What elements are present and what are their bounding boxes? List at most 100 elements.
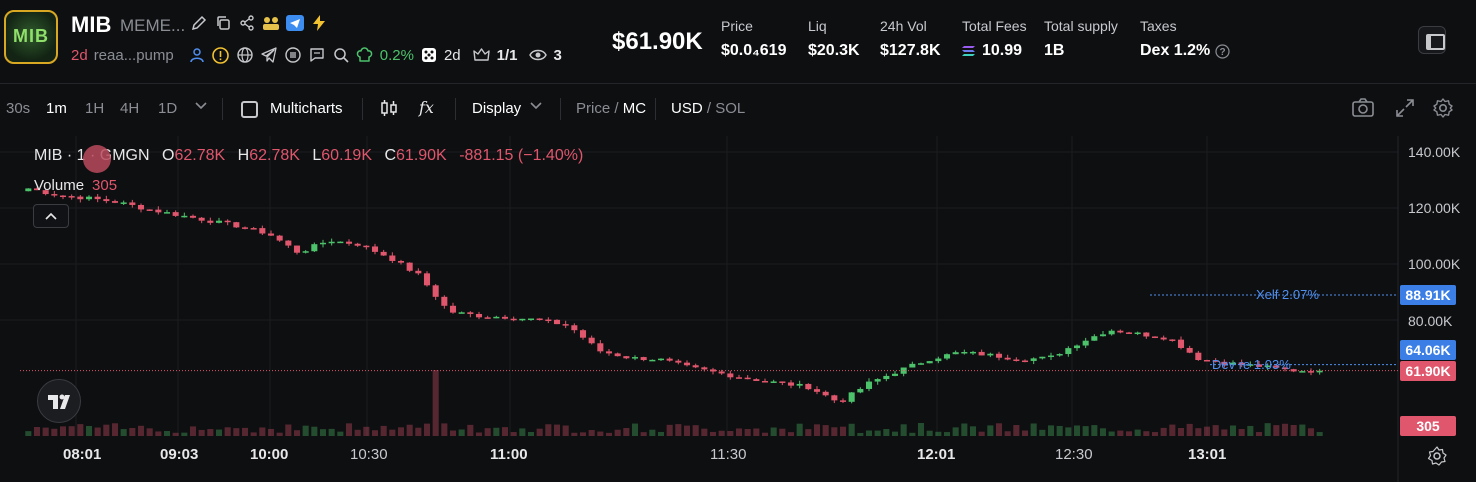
candle-body <box>380 251 387 256</box>
volume-label: Volume <box>34 177 85 194</box>
volume-bar <box>311 426 318 436</box>
toolbar-divider <box>655 98 656 120</box>
volume-bar <box>77 424 84 436</box>
candle-body <box>935 358 942 362</box>
candle-body <box>259 228 266 234</box>
help-icon[interactable]: ? <box>1215 43 1230 59</box>
candle-body <box>172 212 179 216</box>
volume-bar <box>172 432 179 436</box>
volume-bar <box>415 427 422 436</box>
camera-icon[interactable] <box>1351 97 1375 123</box>
multicharts-checkbox[interactable] <box>241 101 258 118</box>
volume-bar <box>744 429 751 436</box>
copy-icon[interactable] <box>214 14 232 32</box>
candle-body <box>1125 332 1133 334</box>
usd-toggle-label[interactable]: USD <box>671 100 703 117</box>
candle-body <box>397 260 405 263</box>
lightning-icon[interactable] <box>310 14 328 32</box>
interval-dropdown-chevron-icon[interactable] <box>194 98 208 116</box>
mc-toggle-label[interactable]: MC <box>622 100 647 117</box>
settings-gear-icon[interactable] <box>1432 97 1454 123</box>
candle-body <box>371 246 379 252</box>
interval-4h[interactable]: 4H <box>120 100 140 117</box>
volume-bar <box>848 423 855 436</box>
candle-body <box>614 353 621 357</box>
volume-bar <box>666 424 673 436</box>
display-chevron-icon[interactable] <box>529 98 543 116</box>
x-axis-label: 12:01 <box>917 446 956 463</box>
community-icon[interactable] <box>262 14 280 32</box>
price-chart[interactable]: MIB · 1 · GMGN O62.78K H62.78K L60.19K C… <box>0 136 1476 482</box>
display-dropdown[interactable]: Display <box>472 100 522 117</box>
candle-body <box>293 245 301 253</box>
price-toggle-label[interactable]: Price <box>576 100 611 117</box>
y-axis-label: 100.00K <box>1408 256 1461 272</box>
candle-body <box>250 228 257 230</box>
candle-body <box>1177 339 1185 348</box>
indicators-fx-icon[interactable]: fx <box>418 97 440 123</box>
globe-icon[interactable] <box>236 46 254 64</box>
tradingview-logo[interactable] <box>37 379 81 423</box>
volume-bar <box>553 424 561 436</box>
volume-bar <box>85 425 93 436</box>
interval-30s[interactable]: 30s <box>6 100 31 117</box>
auto-scale-icon[interactable] <box>1426 445 1448 472</box>
candle-type-icon[interactable] <box>379 98 399 122</box>
interval-1d[interactable]: 1D <box>158 100 178 117</box>
volume-bar <box>1047 425 1055 436</box>
avatar-badge <box>46 62 58 64</box>
price-mc-toggle[interactable]: Price / MC <box>576 100 647 117</box>
candle-body <box>1151 336 1159 338</box>
user-icon[interactable] <box>188 46 206 64</box>
dice-icon <box>420 46 438 64</box>
creator-address[interactable]: reaa...pump <box>93 46 174 64</box>
volume-bar <box>94 427 101 436</box>
candle-body <box>987 353 994 356</box>
layout-toggle-button[interactable] <box>1418 26 1446 54</box>
candlestick-chart-svg[interactable] <box>0 136 1476 482</box>
candle-body <box>1013 359 1020 362</box>
candle-body <box>1099 334 1107 337</box>
volume-bar <box>1264 423 1271 436</box>
stat-total-fees: Total Fees 10.99 <box>962 18 1027 60</box>
candle-body <box>1143 332 1150 337</box>
telegram-badge-icon[interactable] <box>286 14 304 32</box>
volume-bar <box>822 425 829 436</box>
volume-bar <box>839 426 847 436</box>
token-avatar[interactable]: MIB <box>4 10 58 64</box>
warning-icon[interactable] <box>212 46 230 64</box>
collapse-legend-button[interactable] <box>33 204 69 228</box>
share-icon[interactable] <box>238 14 256 32</box>
toolbar-divider <box>560 98 561 120</box>
search-icon[interactable] <box>332 46 350 64</box>
candle-body <box>1039 356 1046 359</box>
candle-body <box>952 352 959 355</box>
interval-1m[interactable]: 1m <box>46 100 67 117</box>
volume-bar <box>449 430 457 436</box>
telegram-icon[interactable] <box>260 46 278 64</box>
volume-bar <box>536 428 543 436</box>
interval-1h[interactable]: 1H <box>85 100 105 117</box>
volume-bar <box>1255 432 1263 436</box>
high-label: H <box>237 147 250 164</box>
volume-bar <box>718 430 725 436</box>
list-circle-icon[interactable] <box>284 46 302 64</box>
volume-bar <box>337 431 344 436</box>
volume-bar <box>519 428 526 436</box>
sol-toggle-label[interactable]: SOL <box>715 100 746 117</box>
candle-body <box>995 353 1003 358</box>
chat-icon[interactable] <box>308 46 326 64</box>
volume-bar <box>1013 425 1020 436</box>
volume-bar <box>865 430 873 436</box>
stat-volume-label: 24h Vol <box>880 18 927 34</box>
edit-icon[interactable] <box>190 14 208 32</box>
fullscreen-icon[interactable] <box>1395 98 1415 122</box>
open-label: O <box>162 147 175 164</box>
currency-toggle[interactable]: USD / SOL <box>671 100 746 117</box>
stat-supply-value: 1B <box>1044 42 1065 59</box>
legend-visibility-toggle[interactable] <box>83 145 111 173</box>
volume-bar <box>952 427 959 436</box>
candle-body <box>94 196 101 200</box>
candle-body <box>926 361 933 364</box>
multicharts-label[interactable]: Multicharts <box>270 100 343 117</box>
